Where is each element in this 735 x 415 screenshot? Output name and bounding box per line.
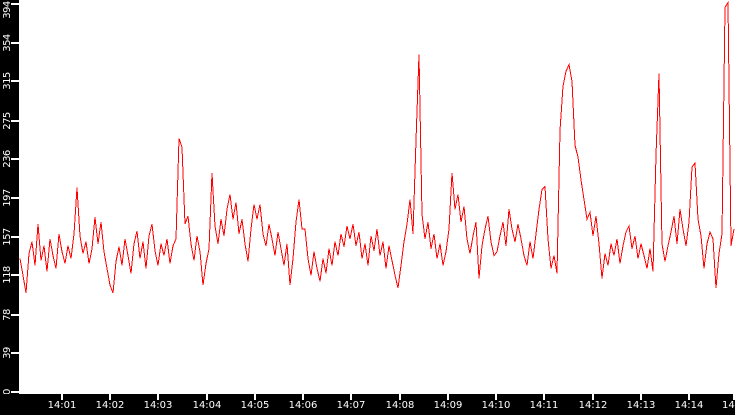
x-tick-label: 14:04 (192, 400, 222, 411)
x-axis-tick (109, 394, 111, 400)
x-axis-tick (206, 394, 208, 400)
x-tick-label: 14:03 (143, 400, 173, 411)
y-axis-tick (11, 196, 19, 199)
x-axis-tick (157, 394, 159, 400)
x-tick-label: 14:08 (385, 400, 415, 411)
x-axis-tick (495, 394, 497, 400)
x-tick-label: 14:07 (336, 400, 366, 411)
x-axis-tick (592, 394, 594, 400)
y-tick-label: 157 (2, 228, 13, 246)
x-tick-label: 14:11 (529, 400, 559, 411)
y-axis-tick (11, 80, 19, 83)
y-tick-label: 197 (2, 188, 13, 207)
x-axis-tick (350, 394, 352, 400)
x-axis-tick (302, 394, 304, 400)
x-axis-tick (640, 394, 642, 400)
x-axis-strip: 14:01 14:02 14:03 14:04 14:05 14:06 14:07 14:08… (0, 394, 735, 415)
y-tick-label: 394 (2, 1, 13, 19)
x-tick-label: 14:06 (288, 400, 318, 411)
x-tick-label: 14:02 (95, 400, 125, 411)
y-tick-label: 275 (2, 111, 13, 130)
y-axis-tick (11, 158, 19, 161)
x-axis-tick (254, 394, 256, 400)
x-tick-label: 14:13 (626, 400, 656, 411)
y-axis-tick (11, 41, 19, 44)
x-axis-tick (543, 394, 545, 400)
x-tick-label: 14:12 (578, 400, 608, 411)
x-axis-edge-tick (733, 394, 735, 400)
y-tick-label: 236 (2, 150, 13, 168)
x-axis-tick (61, 394, 63, 400)
x-tick-label: 14:10 (481, 400, 511, 411)
y-axis-tick (11, 313, 19, 316)
y-axis-tick (11, 2, 19, 5)
data-series-line (19, 0, 735, 294)
y-axis-strip: 0 39 78 118 157 197 236 275 315 354 394 (0, 0, 19, 394)
y-axis-tick (11, 390, 19, 393)
x-tick-label: 14:05 (240, 400, 270, 411)
y-tick-label: 354 (2, 34, 13, 52)
y-tick-label: 118 (2, 266, 13, 285)
x-tick-label: 14:09 (433, 400, 463, 411)
y-axis-tick (11, 235, 19, 238)
x-axis-tick (399, 394, 401, 400)
y-axis-tick (11, 274, 19, 277)
y-axis-tick (11, 119, 19, 122)
x-tick-label-partial: 14 (722, 400, 735, 411)
x-tick-label: 14:01 (47, 400, 77, 411)
y-axis-tick (11, 352, 19, 355)
y-tick-label: 39 (2, 347, 13, 359)
x-axis-tick (447, 394, 449, 400)
x-tick-label: 14:14 (674, 400, 704, 411)
y-tick-label: 78 (2, 308, 13, 321)
y-tick-label: 315 (2, 72, 13, 91)
x-axis-tick (688, 394, 690, 400)
